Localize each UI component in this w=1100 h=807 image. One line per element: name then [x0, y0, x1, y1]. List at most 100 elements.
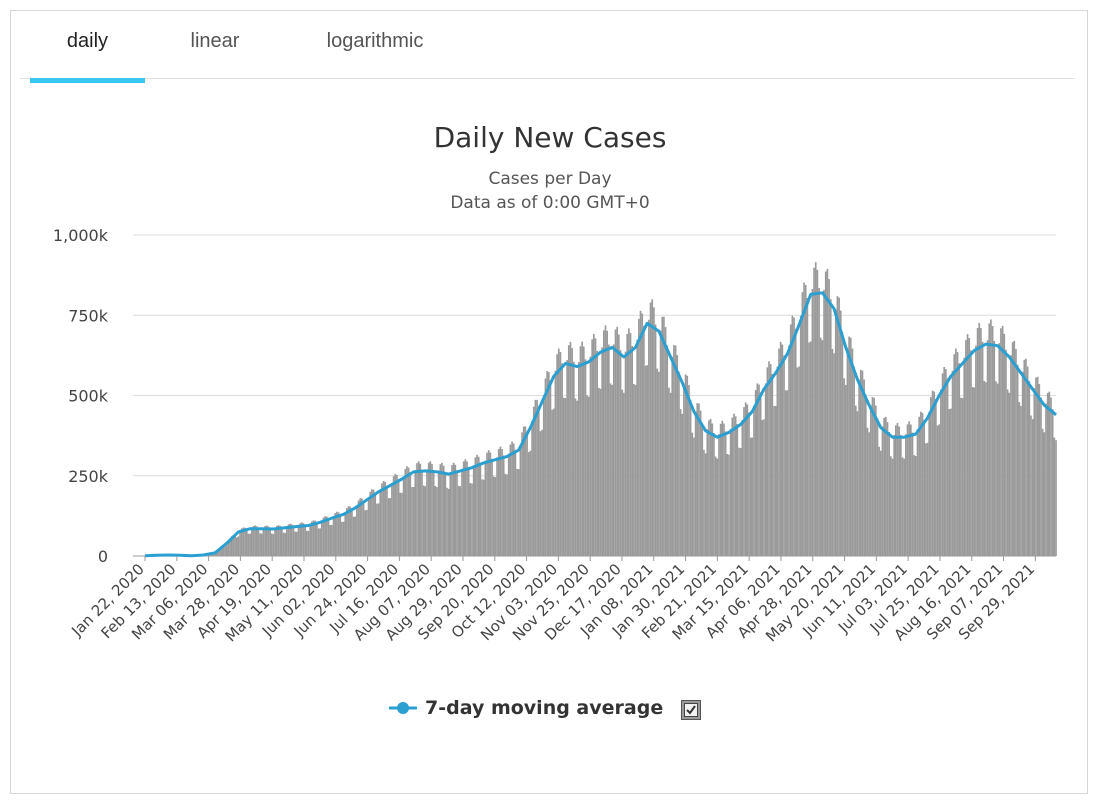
tab-daily[interactable]: daily: [30, 0, 145, 83]
daily-bar: [322, 517, 325, 556]
daily-bar: [492, 476, 495, 556]
daily-bar: [359, 498, 362, 556]
daily-bar: [613, 344, 615, 556]
daily-bar: [734, 416, 737, 556]
daily-bar: [1026, 366, 1029, 556]
daily-bar: [936, 425, 939, 556]
daily-bar: [369, 491, 372, 556]
daily-bar: [552, 408, 555, 556]
daily-bar: [926, 442, 929, 556]
daily-bar: [776, 366, 779, 556]
daily-bar: [609, 383, 612, 556]
daily-bar: [723, 423, 725, 556]
tab-linear[interactable]: linear: [160, 0, 270, 82]
daily-bar: [319, 528, 322, 556]
daily-bar: [681, 413, 684, 556]
legend-label: 7-day moving average: [425, 697, 664, 719]
daily-bar: [587, 396, 590, 556]
daily-bar: [764, 383, 767, 556]
daily-bar: [968, 338, 971, 556]
daily-bar: [863, 379, 865, 556]
daily-bar: [973, 387, 976, 556]
daily-bar: [309, 524, 312, 556]
daily-bar: [416, 463, 418, 556]
daily-bar: [988, 323, 991, 556]
daily-bar: [429, 461, 432, 556]
daily-bar: [502, 455, 505, 556]
chart-tabs: daily linear logarithmic: [20, 0, 1075, 83]
daily-bar: [696, 403, 699, 556]
daily-bar: [412, 487, 415, 556]
daily-bar: [401, 492, 403, 556]
daily-bar: [556, 354, 558, 556]
daily-bar: [571, 348, 573, 556]
legend-item-moving-average[interactable]: 7-day moving average: [387, 697, 663, 719]
daily-bar: [537, 406, 540, 556]
daily-bar: [259, 533, 261, 556]
daily-bar: [829, 299, 832, 556]
daily-bar: [564, 398, 567, 556]
daily-bar: [466, 461, 468, 556]
daily-bar: [574, 398, 577, 556]
daily-bar: [531, 421, 533, 556]
daily-bar: [849, 337, 852, 556]
daily-bar: [629, 333, 632, 556]
daily-bar: [666, 345, 669, 556]
daily-bar: [219, 547, 221, 556]
chart-subtitle-line-1: Cases per Day: [488, 169, 612, 189]
daily-bar: [868, 432, 870, 556]
daily-bar: [761, 420, 764, 556]
daily-bar: [389, 498, 392, 556]
daily-bar: [778, 348, 780, 556]
daily-bar: [511, 441, 513, 556]
chart-legend: 7-day moving average: [0, 697, 1100, 725]
daily-bar: [392, 476, 395, 556]
daily-bar: [636, 339, 639, 556]
daily-bar: [541, 429, 543, 556]
checkbox-icon[interactable]: [681, 700, 701, 720]
daily-bar: [386, 485, 388, 556]
daily-bar: [693, 437, 695, 556]
daily-bar: [572, 361, 575, 556]
daily-bar: [349, 506, 352, 556]
daily-bar: [332, 516, 335, 556]
daily-bar: [894, 425, 897, 556]
daily-bar: [688, 385, 690, 556]
daily-bar: [656, 368, 659, 556]
daily-bar: [285, 527, 288, 556]
daily-bar: [616, 326, 619, 556]
daily-bar: [975, 345, 977, 556]
daily-bar: [754, 390, 757, 556]
daily-bar: [623, 392, 625, 556]
daily-bar: [519, 444, 522, 556]
daily-bar: [1051, 409, 1054, 556]
daily-bar: [1000, 328, 1002, 556]
daily-bar: [542, 395, 545, 556]
daily-bar: [336, 511, 338, 556]
daily-bar: [896, 422, 899, 556]
daily-bar: [706, 429, 709, 556]
daily-bar: [814, 262, 817, 556]
daily-bar: [1030, 415, 1032, 556]
daily-bar: [898, 426, 900, 556]
daily-bar: [254, 525, 256, 556]
daily-bar: [751, 437, 754, 556]
daily-bar: [980, 328, 982, 556]
daily-bar: [376, 503, 378, 556]
tab-logarithmic[interactable]: logarithmic: [300, 0, 450, 82]
daily-bar: [244, 527, 246, 556]
daily-bar: [324, 516, 327, 556]
daily-bar: [255, 526, 258, 556]
daily-bar: [628, 328, 630, 556]
daily-bar: [384, 482, 387, 556]
daily-bar: [1043, 432, 1046, 556]
daily-bar: [304, 525, 307, 556]
daily-bar: [250, 528, 253, 556]
daily-bar: [1023, 359, 1026, 556]
daily-bar: [419, 463, 422, 556]
y-axis-ticks: 0 250k 500k 750k 1,000k: [53, 226, 109, 566]
daily-bar: [631, 345, 634, 556]
daily-bar: [1010, 355, 1012, 556]
daily-bar: [329, 525, 332, 556]
